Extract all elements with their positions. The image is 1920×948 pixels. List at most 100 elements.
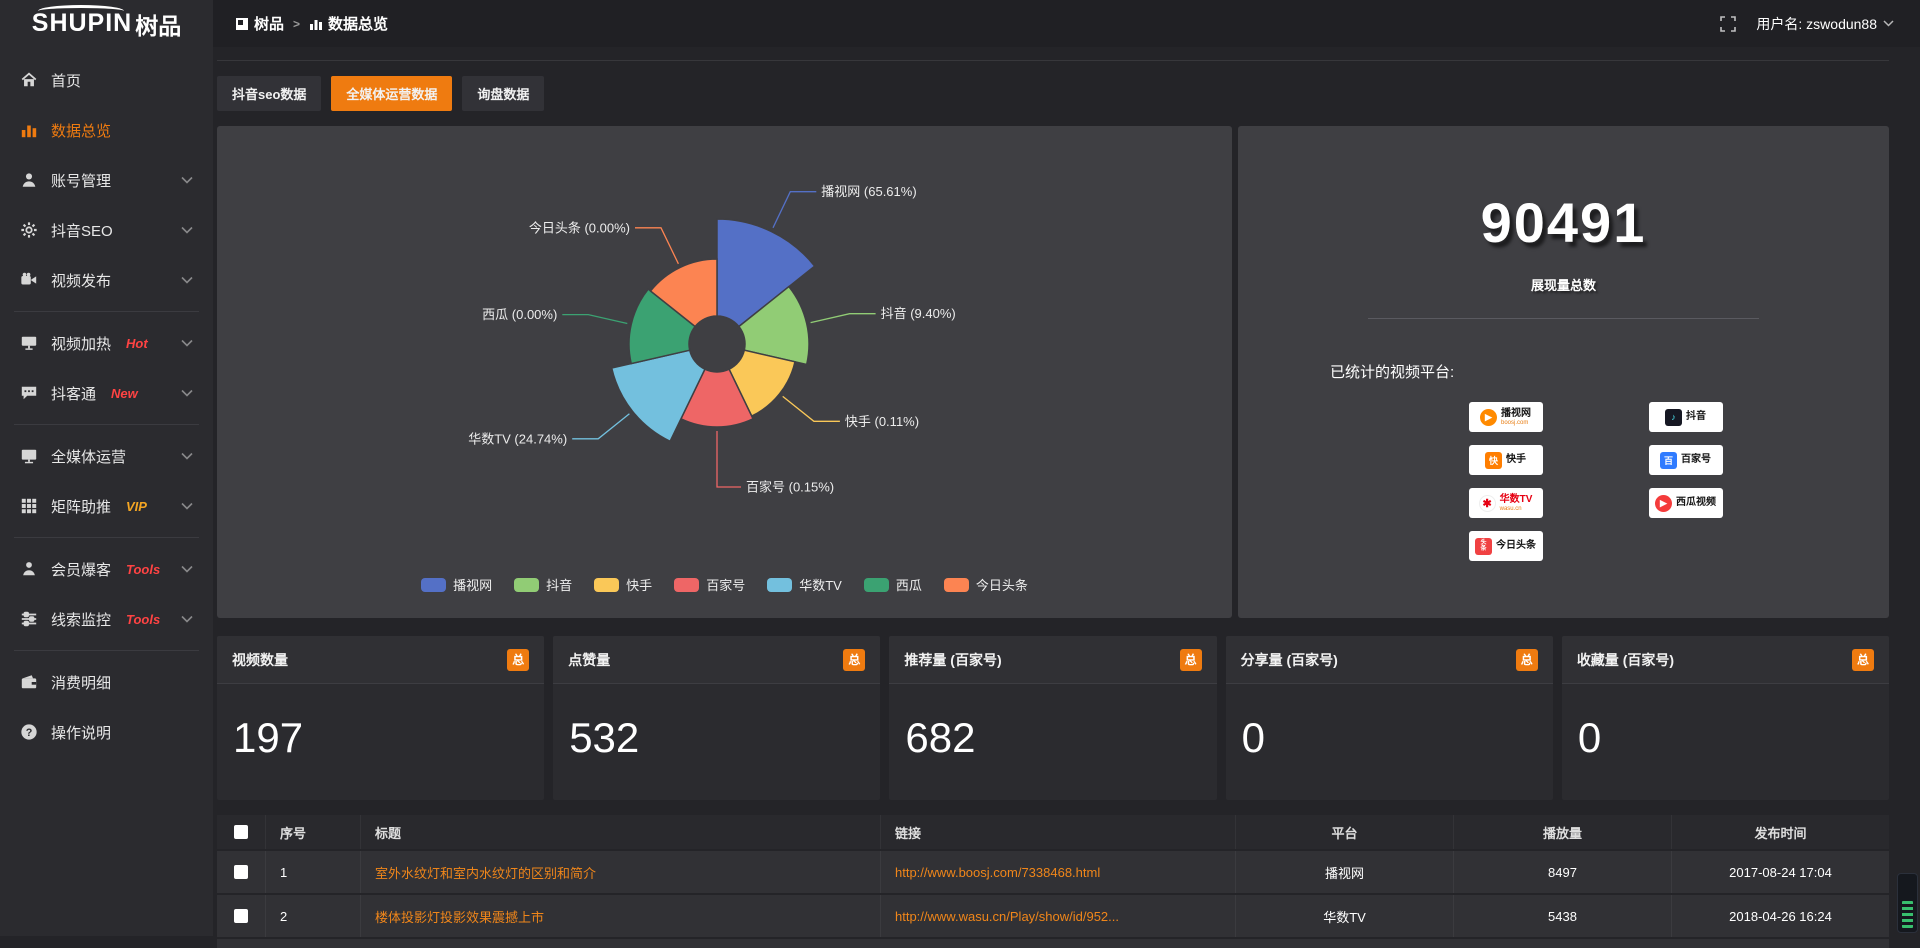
grid-icon — [20, 497, 38, 515]
table-row-partial — [217, 939, 1889, 948]
sidebar-item-home[interactable]: 首页 — [0, 55, 213, 105]
video-title-link[interactable]: 楼体投影灯投影效果震撼上市 — [375, 907, 544, 926]
total-badge: 总 — [1852, 649, 1874, 671]
legend-item-0[interactable]: 播视网 — [421, 575, 492, 594]
user-menu[interactable]: 用户名: zswodun88 — [1756, 14, 1894, 34]
pie-label-line-3 — [717, 431, 741, 487]
sidebar-item-label: 操作说明 — [51, 722, 111, 743]
member-icon — [20, 560, 38, 578]
tab-1[interactable]: 全媒体运营数据 — [331, 76, 452, 111]
sidebar-item-member[interactable]: 会员爆客 Tools — [0, 544, 213, 594]
sidebar-item-label: 消费明细 — [51, 672, 111, 693]
cell-no: 1 — [265, 851, 360, 893]
pie-label-line-5 — [562, 315, 627, 324]
sidebar-item-label: 数据总览 — [51, 120, 111, 141]
breadcrumb-root[interactable]: 树品 — [235, 13, 284, 34]
sidebar-item-gear[interactable]: 抖音SEO — [0, 205, 213, 255]
wallet-icon — [20, 673, 38, 691]
svg-text:?: ? — [26, 727, 33, 739]
pie-label-5: 西瓜 (0.00%) — [482, 307, 557, 322]
stat-card-value: 682 — [889, 684, 1216, 800]
platform-name: 百家号 — [1681, 455, 1711, 465]
legend-item-1[interactable]: 抖音 — [514, 575, 572, 594]
stat-card-value: 0 — [1562, 684, 1889, 800]
sidebar-divider — [14, 650, 199, 651]
sidebar-item-badge: Tools — [126, 612, 160, 627]
select-all-checkbox[interactable] — [234, 825, 248, 839]
header-title: 标题 — [360, 815, 880, 849]
sidebar-item-badge: VIP — [126, 499, 147, 514]
video-url-link[interactable]: http://www.wasu.cn/Play/show/id/952... — [895, 909, 1119, 924]
sidebar-item-question[interactable]: ? 操作说明 — [0, 707, 213, 757]
sidebar-item-label: 全媒体运营 — [51, 446, 126, 467]
legend-item-3[interactable]: 百家号 — [674, 575, 745, 594]
legend-label: 抖音 — [546, 575, 572, 594]
sidebar-item-video[interactable]: 视频发布 — [0, 255, 213, 305]
video-url-link[interactable]: http://www.boosj.com/7338468.html — [895, 865, 1100, 880]
stat-card-title: 视频数量 — [232, 650, 288, 670]
fullscreen-icon[interactable] — [1720, 16, 1736, 32]
header-plays: 播放量 — [1453, 815, 1671, 849]
sidebar-item-label: 会员爆客 — [51, 559, 111, 580]
chat-icon — [20, 384, 38, 402]
pie-label-line-6 — [635, 228, 678, 264]
sidebar-item-grid[interactable]: 矩阵助推 VIP — [0, 481, 213, 531]
sidebar-item-badge: New — [111, 386, 138, 401]
video-icon — [20, 271, 38, 289]
sliders-icon — [20, 610, 38, 628]
stat-card-value: 532 — [553, 684, 880, 800]
platform-share-chart-panel: 播视网 (65.61%)抖音 (9.40%)快手 (0.11%)百家号 (0.1… — [217, 126, 1232, 618]
legend-label: 今日头条 — [976, 575, 1028, 594]
sidebar-item-badge: Tools — [126, 562, 160, 577]
stat-card-title: 收藏量 (百家号) — [1577, 650, 1674, 670]
total-impressions-label: 展现量总数 — [1531, 275, 1596, 294]
pie-label-6: 今日头条 (0.00%) — [529, 220, 630, 235]
platform-subtext: wasu.cn — [1500, 506, 1533, 512]
tab-2[interactable]: 询盘数据 — [462, 76, 544, 111]
tab-0[interactable]: 抖音seo数据 — [217, 76, 321, 111]
sidebar-divider — [14, 311, 199, 312]
sidebar-item-wallet[interactable]: 消费明细 — [0, 657, 213, 707]
cell-plays: 8497 — [1453, 851, 1671, 893]
platform-badge-kuaishou: 快快手 — [1469, 445, 1543, 475]
floating-scroll-widget[interactable] — [1897, 873, 1918, 933]
platform-subtext: boosj.com — [1501, 420, 1531, 426]
platform-name: 抖音 — [1686, 412, 1706, 422]
sidebar-item-label: 首页 — [51, 70, 81, 91]
breadcrumb-current[interactable]: 数据总览 — [309, 13, 388, 34]
header-platform: 平台 — [1235, 815, 1453, 849]
gear-icon — [20, 221, 38, 239]
platform-badge-toutiao: 头条今日头条 — [1469, 531, 1543, 561]
legend-item-4[interactable]: 华数TV — [767, 575, 842, 594]
row-checkbox[interactable] — [234, 909, 248, 923]
table-header-row: 序号标题链接平台播放量发布时间 — [217, 815, 1889, 849]
sidebar-item-label: 矩阵助推 — [51, 496, 111, 517]
legend-swatch — [767, 578, 792, 592]
legend-swatch — [944, 578, 969, 592]
pie-label-1: 抖音 (9.40%) — [881, 306, 956, 321]
breadcrumb-separator: > — [293, 17, 300, 31]
platforms-title: 已统计的视频平台: — [1330, 361, 1454, 382]
chart-icon — [20, 121, 38, 139]
legend-item-2[interactable]: 快手 — [594, 575, 652, 594]
legend-item-6[interactable]: 今日头条 — [944, 575, 1028, 594]
screen-icon — [20, 447, 38, 465]
chevron-down-icon — [181, 276, 193, 284]
app-logo[interactable]: SHUPIN 树品 — [0, 0, 213, 47]
sidebar-item-chart[interactable]: 数据总览 — [0, 105, 213, 155]
row-checkbox[interactable] — [234, 865, 248, 879]
stat-card-value: 197 — [217, 684, 544, 800]
sidebar-item-user[interactable]: 账号管理 — [0, 155, 213, 205]
video-title-link[interactable]: 室外水纹灯和室内水纹灯的区别和简介 — [375, 863, 596, 882]
stat-card-4: 收藏量 (百家号) 总 0 — [1562, 636, 1889, 800]
sidebar-item-label: 抖音SEO — [51, 220, 113, 241]
legend-item-5[interactable]: 西瓜 — [864, 575, 922, 594]
pie-slice-4[interactable] — [612, 350, 705, 441]
sidebar-item-screen[interactable]: 全媒体运营 — [0, 431, 213, 481]
platform-name: 播视网 — [1501, 409, 1531, 419]
